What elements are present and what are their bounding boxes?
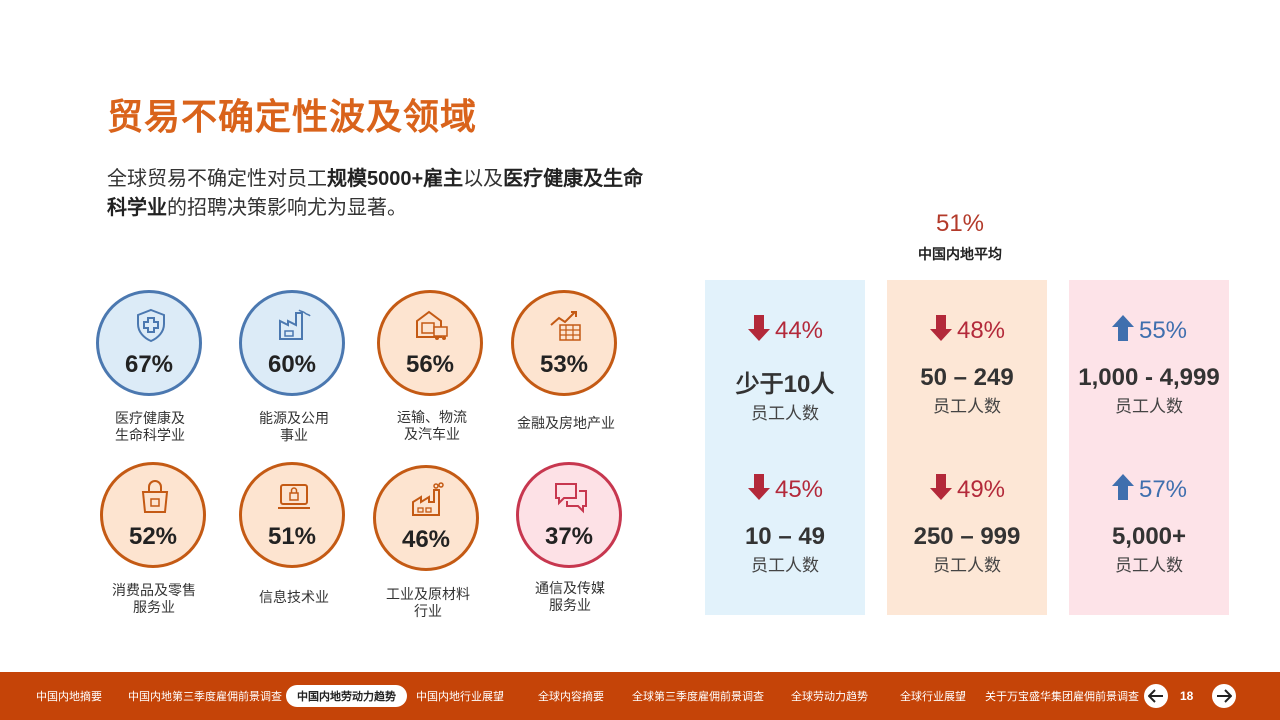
size-range: 5,000+ xyxy=(1111,523,1187,550)
size-unit: 员工人数 xyxy=(1115,397,1183,416)
sector-percent: 56% xyxy=(405,351,455,378)
sector-percent: 67% xyxy=(124,351,174,378)
arrow-down-icon xyxy=(747,473,771,508)
next-page-button[interactable] xyxy=(1212,684,1236,708)
footer-nav: 中国内地摘要 中国内地第三季度雇佣前景调查 中国内地劳动力趋势 中国内地行业展望… xyxy=(0,672,1280,720)
shield-cross-icon xyxy=(137,308,165,343)
arrow-down-icon xyxy=(747,314,771,349)
arrow-down-icon xyxy=(929,473,953,508)
size-change-percent: 49% xyxy=(956,476,1006,503)
sector-circle-consumer: 52% xyxy=(100,462,206,568)
sector-label: 能源及公用 事业 xyxy=(259,410,329,443)
sector-circle-energy: 60% xyxy=(239,290,345,396)
laptop-lock-icon xyxy=(278,484,310,509)
sector-circle-finance: 53% xyxy=(511,290,617,396)
sector-percent: 51% xyxy=(267,523,317,550)
factory-energy-icon xyxy=(279,309,311,340)
size-change-percent: 48% xyxy=(956,317,1006,344)
average-label: 中国内地平均 xyxy=(918,246,1002,262)
prev-page-button[interactable] xyxy=(1144,684,1168,708)
sector-label: 通信及传媒 服务业 xyxy=(535,580,605,613)
footer-nav-global-q3-survey[interactable]: 全球第三季度雇佣前景调查 xyxy=(632,691,764,703)
page-title: 贸易不确定性波及领域 xyxy=(107,96,478,137)
footer-nav-china-workforce-trends[interactable]: 中国内地劳动力趋势 xyxy=(286,685,407,707)
size-stat: 49% 250 – 999 员工人数 xyxy=(887,473,1047,576)
sector-label: 金融及房地产业 xyxy=(517,415,615,431)
sector-circle-industrial: 46% xyxy=(373,465,479,571)
average-percent: 51% xyxy=(935,210,985,237)
arrow-left-icon xyxy=(1148,689,1163,703)
size-change-percent: 55% xyxy=(1138,317,1188,344)
sector-percent: 60% xyxy=(267,351,317,378)
size-column-medium: 48% 50 – 249 员工人数 49% 250 – 999 员工人数 xyxy=(887,280,1047,615)
sector-label: 医疗健康及 生命科学业 xyxy=(115,410,185,443)
footer-nav-global-workforce-trends[interactable]: 全球劳动力趋势 xyxy=(791,691,868,703)
size-range: 250 – 999 xyxy=(913,523,1021,550)
arrow-down-icon xyxy=(929,314,953,349)
footer-nav-about-survey[interactable]: 关于万宝盛华集团雇佣前景调查 xyxy=(985,691,1139,703)
size-stat: 48% 50 – 249 员工人数 xyxy=(887,314,1047,417)
sector-percent: 52% xyxy=(128,523,178,550)
size-change-percent: 57% xyxy=(1138,476,1188,503)
size-stat: 55% 1,000 - 4,999 员工人数 xyxy=(1069,314,1229,417)
sector-circle-it: 51% xyxy=(239,462,345,568)
size-unit: 员工人数 xyxy=(751,404,819,423)
footer-nav-china-summary[interactable]: 中国内地摘要 xyxy=(36,691,102,703)
page-number: 18 xyxy=(1180,689,1194,703)
size-column-large: 55% 1,000 - 4,999 员工人数 57% 5,000+ 员工人数 xyxy=(1069,280,1229,615)
footer-nav-global-summary[interactable]: 全球内容摘要 xyxy=(538,691,604,703)
size-change-percent: 44% xyxy=(774,317,824,344)
sector-circle-transport: 56% xyxy=(377,290,483,396)
chat-bubbles-icon xyxy=(555,483,587,514)
sector-circle-telecom: 37% xyxy=(516,462,622,568)
chart-building-icon xyxy=(550,311,581,341)
industrial-plant-icon xyxy=(412,482,444,516)
sector-percent: 37% xyxy=(544,523,594,550)
sector-label: 运输、物流 及汽车业 xyxy=(397,409,467,442)
size-range: 10 – 49 xyxy=(744,523,826,550)
footer-nav-china-q3-survey[interactable]: 中国内地第三季度雇佣前景调查 xyxy=(128,691,282,703)
shopping-bag-icon xyxy=(141,480,169,513)
footer-nav-global-industry-outlook[interactable]: 全球行业展望 xyxy=(900,691,966,703)
size-unit: 员工人数 xyxy=(751,556,819,575)
sector-label: 消费品及零售 服务业 xyxy=(112,582,196,615)
sector-label: 信息技术业 xyxy=(259,589,329,605)
sector-circle-healthcare: 67% xyxy=(96,290,202,396)
arrow-up-icon xyxy=(1111,473,1135,508)
warehouse-truck-icon xyxy=(416,310,448,340)
size-change-percent: 45% xyxy=(774,476,824,503)
sector-label: 工业及原材料 行业 xyxy=(386,586,470,619)
size-range: 1,000 - 4,999 xyxy=(1078,364,1220,391)
size-unit: 员工人数 xyxy=(1115,556,1183,575)
size-range: 少于10人 xyxy=(735,371,835,398)
size-unit: 员工人数 xyxy=(933,556,1001,575)
size-stat: 45% 10 – 49 员工人数 xyxy=(705,473,865,576)
footer-nav-china-industry-outlook[interactable]: 中国内地行业展望 xyxy=(416,691,504,703)
size-stat: 57% 5,000+ 员工人数 xyxy=(1069,473,1229,576)
sector-percent: 46% xyxy=(401,526,451,553)
size-stat: 44% 少于10人 员工人数 xyxy=(705,314,865,424)
size-range: 50 – 249 xyxy=(920,364,1014,391)
size-column-small: 44% 少于10人 员工人数 45% 10 – 49 员工人数 xyxy=(705,280,865,615)
arrow-right-icon xyxy=(1217,689,1232,703)
intro-text: 全球贸易不确定性对员工规模5000+雇主以及医疗健康及生命科学业的招聘决策影响尤… xyxy=(107,168,644,219)
arrow-up-icon xyxy=(1111,314,1135,349)
sector-percent: 53% xyxy=(539,351,589,378)
size-unit: 员工人数 xyxy=(933,397,1001,416)
